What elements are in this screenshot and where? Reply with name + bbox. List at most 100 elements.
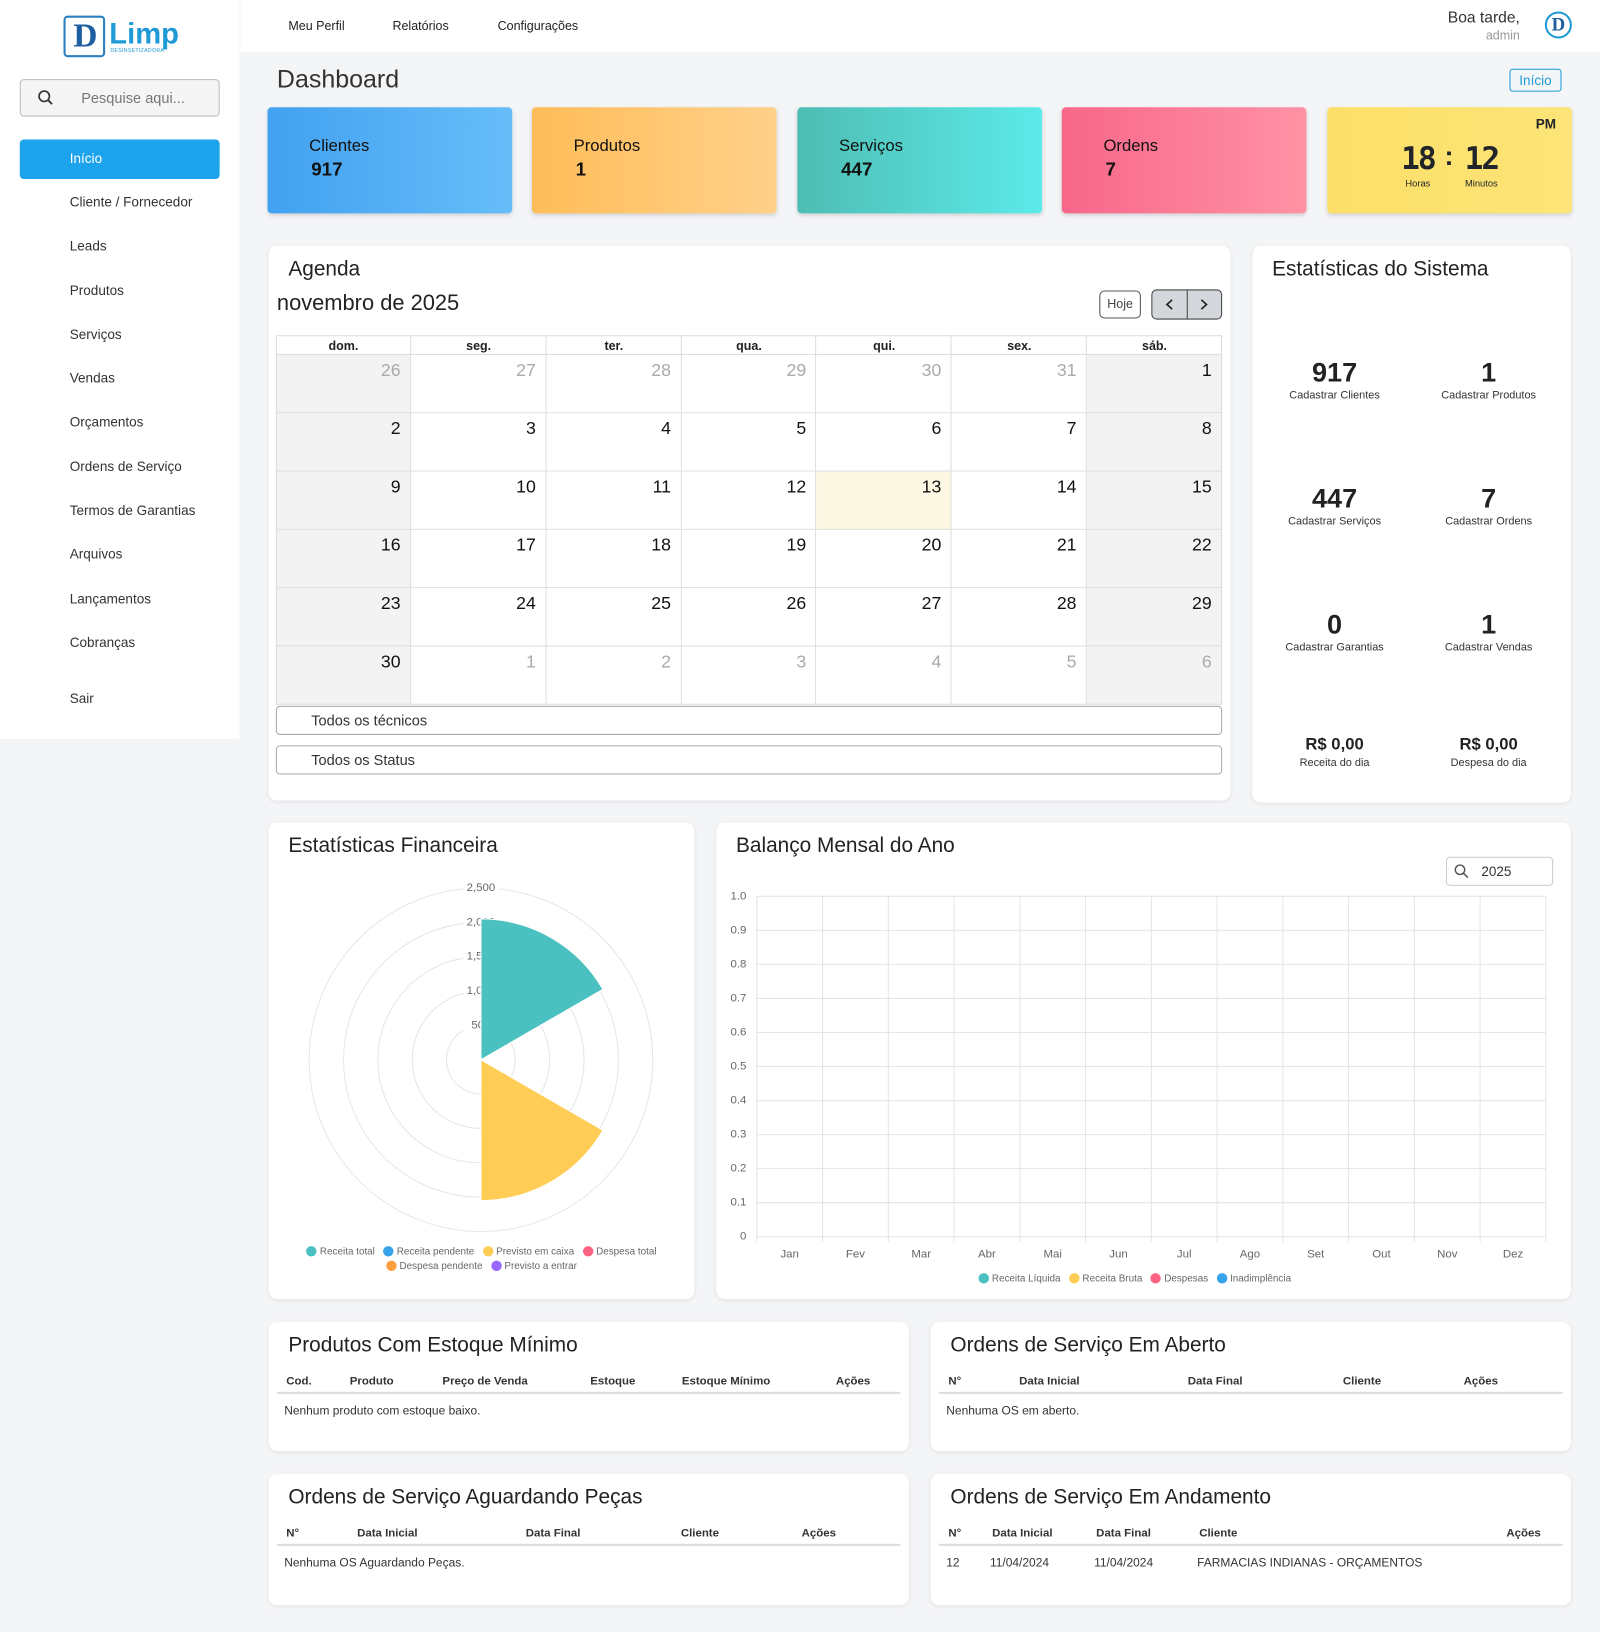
day-cell[interactable] bbox=[681, 646, 817, 705]
day-cell[interactable] bbox=[816, 588, 952, 647]
y-tick-label: 0 bbox=[740, 1231, 746, 1243]
legend-item[interactable]: Inadimplência bbox=[1216, 1273, 1291, 1285]
day-cell[interactable] bbox=[411, 354, 547, 414]
filter-select[interactable] bbox=[275, 745, 1223, 775]
polar-tick-label: 2,500 bbox=[467, 882, 496, 894]
day-cell[interactable] bbox=[1086, 354, 1223, 414]
day-cell[interactable] bbox=[411, 646, 547, 705]
menu-item[interactable]: Ordens de Serviço bbox=[69, 458, 182, 475]
legend-swatch bbox=[1216, 1273, 1227, 1284]
day-cell[interactable] bbox=[275, 354, 412, 414]
day-cell[interactable] bbox=[1086, 529, 1223, 589]
day-cell[interactable] bbox=[546, 354, 682, 414]
legend-item[interactable]: Receita Líquida bbox=[978, 1273, 1061, 1285]
column-header: Cliente bbox=[680, 1527, 720, 1540]
day-cell[interactable] bbox=[951, 413, 1087, 472]
filter-select[interactable] bbox=[275, 705, 1223, 735]
day-cell[interactable] bbox=[546, 413, 682, 472]
filter-value: Todos os Status bbox=[311, 751, 415, 769]
day-cell[interactable] bbox=[681, 529, 817, 589]
day-cell[interactable] bbox=[816, 354, 952, 414]
stat-label: Cadastrar Vendas bbox=[1444, 641, 1533, 654]
x-tick-label: Mai bbox=[1043, 1248, 1061, 1260]
legend-swatch bbox=[582, 1246, 593, 1257]
topnav-item[interactable]: Meu Perfil bbox=[288, 18, 345, 34]
day-cell[interactable] bbox=[1086, 646, 1223, 705]
topnav-item[interactable]: Configurações bbox=[497, 18, 579, 34]
legend-swatch bbox=[383, 1246, 394, 1257]
stat-card[interactable] bbox=[1061, 107, 1307, 214]
day-cell[interactable] bbox=[546, 529, 682, 589]
day-cell[interactable] bbox=[411, 471, 547, 530]
day-number: 15 bbox=[1192, 476, 1212, 497]
day-cell[interactable] bbox=[1086, 588, 1223, 647]
day-cell[interactable] bbox=[546, 646, 682, 705]
topnav-item[interactable]: Relatórios bbox=[392, 18, 449, 34]
menu-item[interactable]: Produtos bbox=[69, 282, 124, 299]
legend-item[interactable]: Previsto em caixa bbox=[482, 1246, 574, 1258]
day-cell[interactable] bbox=[681, 588, 817, 647]
day-cell[interactable] bbox=[546, 471, 682, 530]
day-cell[interactable] bbox=[816, 471, 952, 530]
day-cell[interactable] bbox=[275, 588, 412, 647]
menu-item[interactable]: Cliente / Fornecedor bbox=[69, 194, 193, 210]
legend-item[interactable]: Despesas bbox=[1150, 1273, 1208, 1285]
day-cell[interactable] bbox=[275, 529, 412, 589]
day-cell[interactable] bbox=[275, 646, 412, 705]
day-cell[interactable] bbox=[681, 354, 817, 414]
avatar[interactable] bbox=[1544, 11, 1572, 39]
day-cell[interactable] bbox=[681, 471, 817, 530]
day-cell[interactable] bbox=[681, 413, 817, 472]
day-cell[interactable] bbox=[816, 646, 952, 705]
day-number: 25 bbox=[651, 593, 671, 614]
polar-legend: Receita total Receita pendente Previsto em… bbox=[302, 1246, 661, 1272]
column-header: N° bbox=[948, 1527, 962, 1540]
today-button[interactable] bbox=[1099, 290, 1141, 319]
legend-item[interactable]: Despesa pendente bbox=[385, 1260, 483, 1272]
weekday-cell bbox=[681, 335, 817, 355]
legend-item[interactable]: Previsto a entrar bbox=[490, 1260, 577, 1272]
legend-item[interactable]: Despesa total bbox=[582, 1246, 657, 1258]
menu-item[interactable]: Termos de Garantias bbox=[69, 502, 196, 518]
table-title: Ordens de Serviço Aguardando Peças bbox=[288, 1486, 643, 1509]
legend-item[interactable]: Receita pendente bbox=[383, 1246, 474, 1258]
day-cell[interactable] bbox=[1086, 471, 1223, 530]
day-number: 12 bbox=[786, 476, 807, 497]
day-cell[interactable] bbox=[546, 588, 682, 647]
menu-item[interactable]: Orçamentos bbox=[69, 413, 144, 430]
menu-item[interactable]: Serviços bbox=[69, 326, 122, 342]
day-cell[interactable] bbox=[816, 529, 952, 589]
day-cell[interactable] bbox=[275, 413, 412, 472]
breadcrumb-box[interactable] bbox=[1509, 68, 1562, 92]
menu-item[interactable]: Cobranças bbox=[69, 634, 136, 651]
x-tick-label: Jun bbox=[1109, 1248, 1127, 1260]
day-cell[interactable] bbox=[816, 413, 952, 472]
legend-swatch bbox=[1068, 1273, 1080, 1284]
stat-card[interactable] bbox=[267, 107, 513, 214]
menu-item[interactable]: Leads bbox=[69, 237, 107, 254]
column-header: Data Inicial bbox=[357, 1527, 418, 1540]
day-cell[interactable] bbox=[951, 529, 1087, 589]
stat-card[interactable] bbox=[531, 107, 777, 214]
day-cell[interactable] bbox=[951, 471, 1087, 530]
stat-card[interactable] bbox=[797, 107, 1043, 214]
column-header: Cliente bbox=[1342, 1375, 1382, 1388]
menu-item[interactable]: Vendas bbox=[69, 370, 115, 386]
day-cell[interactable] bbox=[411, 413, 547, 472]
legend-item[interactable]: Receita Bruta bbox=[1068, 1273, 1142, 1285]
day-cell[interactable] bbox=[951, 646, 1087, 705]
menu-item[interactable]: Início bbox=[69, 150, 103, 167]
day-cell[interactable] bbox=[411, 529, 547, 589]
legend-item[interactable]: Receita total bbox=[306, 1246, 375, 1258]
day-cell[interactable] bbox=[1086, 413, 1223, 472]
day-cell[interactable] bbox=[275, 471, 412, 530]
day-cell[interactable] bbox=[951, 588, 1087, 647]
search-box[interactable] bbox=[19, 79, 220, 117]
menu-item[interactable]: Lançamentos bbox=[69, 590, 152, 607]
menu-logout[interactable]: Sair bbox=[69, 690, 94, 707]
day-cell[interactable] bbox=[951, 354, 1087, 414]
menu-item[interactable]: Arquivos bbox=[69, 546, 123, 562]
filter-value: Todos os técnicos bbox=[311, 712, 428, 729]
weekday: seg. bbox=[466, 338, 492, 353]
day-cell[interactable] bbox=[411, 588, 547, 647]
